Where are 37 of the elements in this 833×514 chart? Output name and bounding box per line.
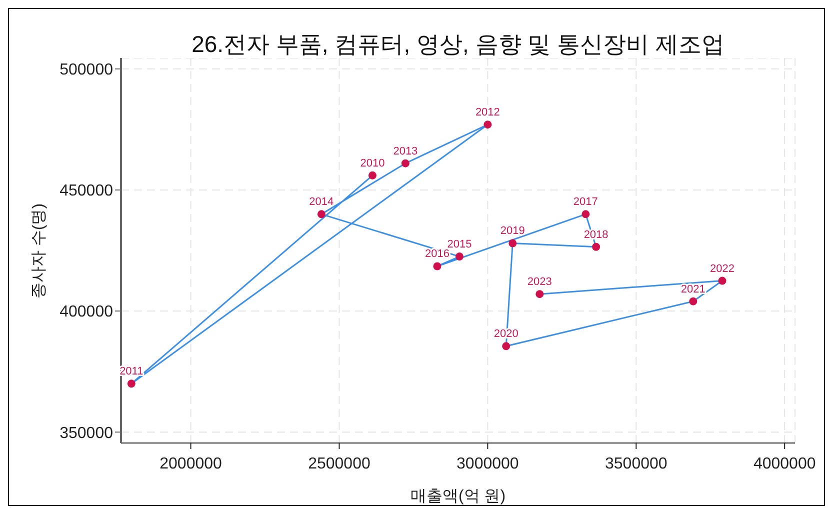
y-tick-label: 400000: [60, 304, 114, 321]
point: [433, 262, 442, 270]
point: [592, 242, 600, 251]
point: [401, 159, 410, 168]
x-tick-label: 3500000: [605, 455, 668, 472]
point: [718, 276, 726, 285]
x-tick-label: 2000000: [160, 455, 222, 472]
x-tick-label: 3000000: [456, 455, 519, 472]
y-tick-label: 350000: [60, 424, 114, 442]
point: [127, 380, 136, 388]
y-tick-label: 450000: [60, 182, 114, 200]
x-axis-title: 매출액(억 원): [410, 488, 506, 505]
point: [536, 290, 544, 298]
y-tick-label: 500000: [60, 62, 114, 79]
point: [455, 252, 464, 261]
point: [317, 210, 326, 218]
annotation: 2013: [393, 145, 418, 158]
annotation: 2021: [680, 283, 706, 296]
annotation: 2017: [573, 196, 598, 208]
point: [484, 120, 492, 129]
annotation: 2022: [710, 262, 734, 275]
point: [502, 342, 510, 350]
x-tick-label: 4000000: [753, 455, 816, 472]
point: [689, 297, 698, 306]
annotation: 2014: [309, 196, 334, 208]
annotation: 2023: [527, 276, 552, 288]
annotation: 2015: [447, 238, 472, 251]
annotation: 2012: [475, 106, 500, 119]
annotation: 2016: [424, 248, 450, 260]
annotation: 2019: [500, 225, 525, 238]
point: [582, 210, 590, 218]
y-axis-title: 종사자 수(명): [30, 203, 48, 299]
x-tick-label: 2500000: [308, 455, 370, 472]
point: [508, 239, 517, 248]
annotation: 2010: [360, 157, 385, 170]
point: [368, 171, 376, 180]
chart-title: 26.전자 부품, 컴퓨터, 영상, 음향 및 통신장비 제조업: [190, 30, 726, 59]
